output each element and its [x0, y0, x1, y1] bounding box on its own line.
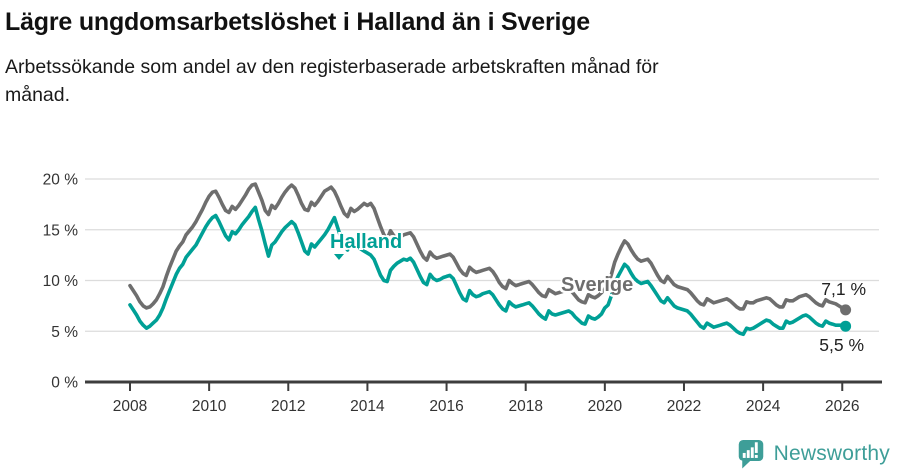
x-tick-label-2024: 2024	[746, 398, 781, 415]
x-tick-label-2018: 2018	[508, 398, 542, 415]
halland-label-pointer-icon	[334, 254, 344, 260]
series-end-dot-halland	[840, 320, 852, 332]
x-tick-label-2020: 2020	[588, 398, 623, 415]
y-tick-label-10: 10 %	[43, 273, 79, 290]
x-tick-label-2010: 2010	[192, 398, 227, 415]
chart-header: Lägre ungdomsarbetslöshet i Halland än i…	[0, 0, 900, 109]
series-line-halland	[128, 205, 848, 337]
x-tick-label-2008: 2008	[113, 398, 147, 415]
end-value-halland: 5,5 %	[819, 335, 864, 355]
series-end-dot-sverige	[840, 304, 852, 316]
logo-exclamation-stem	[754, 442, 758, 453]
chart-subtitle-line-1: Arbetssökande som andel av den registerb…	[5, 56, 659, 78]
x-tick-label-2012: 2012	[271, 398, 305, 415]
chart-subtitle: Arbetssökande som andel av den registerb…	[5, 53, 890, 109]
line-chart-canvas: 0 % 5 % 10 % 15 % 20 % 2008 2010 2012 2014 2016 20…	[43, 172, 882, 415]
chart-title: Lägre ungdomsarbetslöshet i Halland än i…	[5, 8, 590, 36]
x-tick-label-2014: 2014	[350, 398, 385, 415]
series-label-sverige: Sverige	[561, 274, 634, 296]
y-tick-label-20: 20 %	[43, 172, 79, 189]
y-tick-label-15: 15 %	[43, 222, 79, 239]
newsworthy-brand-text: Newsworthy	[773, 442, 890, 465]
y-tick-label-0: 0 %	[51, 375, 78, 392]
newsworthy-attribution[interactable]: Newsworthy	[737, 438, 890, 470]
logo-bar-1	[742, 452, 746, 458]
x-tick-label-2022: 2022	[667, 398, 701, 415]
logo-bar-3	[750, 447, 754, 458]
newsworthy-logo-icon	[738, 440, 763, 469]
end-value-sverige: 7,1 %	[821, 279, 866, 299]
series-line-sverige	[128, 182, 848, 312]
series-label-halland: Halland	[330, 231, 403, 253]
chart-subtitle-line-2: månad.	[5, 84, 71, 106]
logo-bar-2	[746, 450, 750, 458]
logo-exclamation-dot	[754, 454, 758, 458]
x-tick-label-2026: 2026	[825, 398, 859, 415]
y-tick-label-5: 5 %	[51, 324, 78, 341]
chart-area: 0 % 5 % 10 % 15 % 20 % 2008 2010 2012 2014 2016 20…	[0, 150, 900, 450]
x-tick-label-2016: 2016	[429, 398, 463, 415]
